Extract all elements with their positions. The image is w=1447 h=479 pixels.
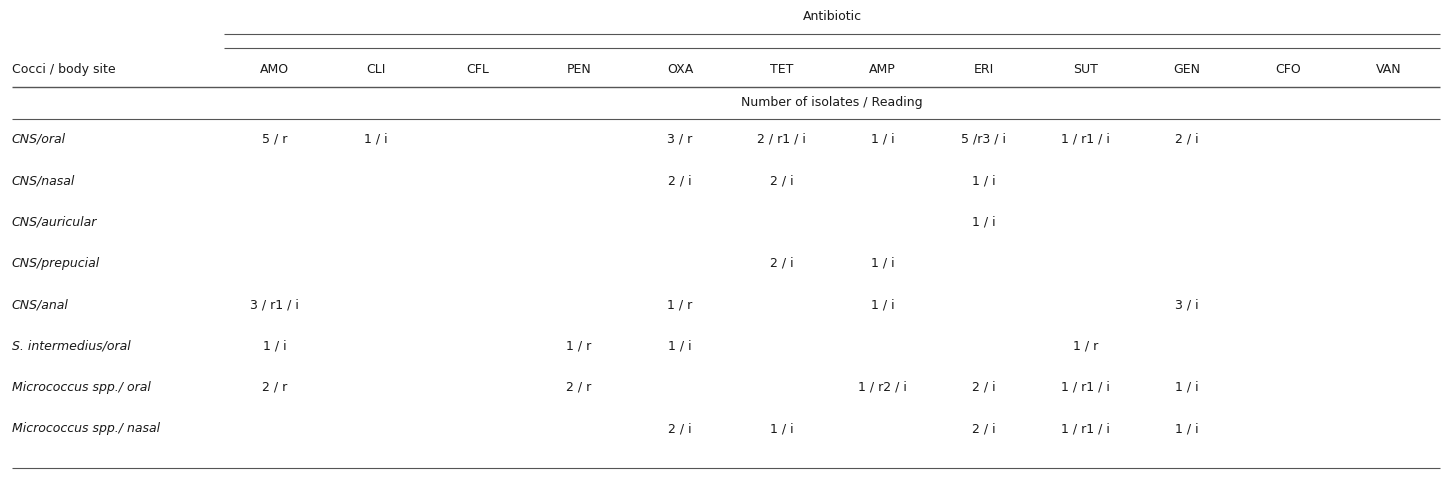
Text: Cocci / body site: Cocci / body site [12,63,116,76]
Text: TET: TET [770,63,793,76]
Text: 1 / i: 1 / i [770,422,793,435]
Text: 1 / i: 1 / i [871,257,894,270]
Text: SUT: SUT [1072,63,1098,76]
Text: 1 / i: 1 / i [972,216,996,228]
Text: 1 / r: 1 / r [566,340,592,353]
Text: 1 / i: 1 / i [871,133,894,146]
Text: 1 / r1 / i: 1 / r1 / i [1061,422,1110,435]
Text: 1 / r1 / i: 1 / r1 / i [1061,133,1110,146]
Text: CNS/auricular: CNS/auricular [12,216,97,228]
Text: 2 / i: 2 / i [669,174,692,187]
Text: PEN: PEN [566,63,592,76]
Text: 1 / r2 / i: 1 / r2 / i [858,381,907,394]
Text: 2 / r: 2 / r [262,381,288,394]
Text: CNS/anal: CNS/anal [12,298,68,311]
Text: 2 / i: 2 / i [770,257,793,270]
Text: 5 / r: 5 / r [262,133,288,146]
Text: 2 / r: 2 / r [566,381,592,394]
Text: GEN: GEN [1174,63,1200,76]
Text: 1 / i: 1 / i [1175,381,1198,394]
Text: Number of isolates / Reading: Number of isolates / Reading [741,96,923,110]
Text: 2 / i: 2 / i [669,422,692,435]
Text: Antibiotic: Antibiotic [803,10,861,23]
Text: VAN: VAN [1376,63,1402,76]
Text: 2 / i: 2 / i [770,174,793,187]
Text: 1 / i: 1 / i [365,133,388,146]
Text: S. intermedius/oral: S. intermedius/oral [12,340,130,353]
Text: CLI: CLI [366,63,386,76]
Text: 1 / r: 1 / r [667,298,693,311]
Text: ERI: ERI [974,63,994,76]
Text: CFL: CFL [466,63,489,76]
Text: 2 / i: 2 / i [972,422,996,435]
Text: 1 / i: 1 / i [263,340,287,353]
Text: 2 / i: 2 / i [972,381,996,394]
Text: 5 /r3 / i: 5 /r3 / i [961,133,1007,146]
Text: 2 / i: 2 / i [1175,133,1198,146]
Text: CNS/oral: CNS/oral [12,133,65,146]
Text: Micrococcus spp./ nasal: Micrococcus spp./ nasal [12,422,159,435]
Text: 1 / r1 / i: 1 / r1 / i [1061,381,1110,394]
Text: Micrococcus spp./ oral: Micrococcus spp./ oral [12,381,150,394]
Text: 3 / r1 / i: 3 / r1 / i [250,298,300,311]
Text: 1 / i: 1 / i [669,340,692,353]
Text: 1 / i: 1 / i [871,298,894,311]
Text: OXA: OXA [667,63,693,76]
Text: CFO: CFO [1275,63,1301,76]
Text: 2 / r1 / i: 2 / r1 / i [757,133,806,146]
Text: AMP: AMP [870,63,896,76]
Text: CNS/nasal: CNS/nasal [12,174,75,187]
Text: CNS/prepucial: CNS/prepucial [12,257,100,270]
Text: 1 / i: 1 / i [1175,422,1198,435]
Text: 3 / i: 3 / i [1175,298,1198,311]
Text: AMO: AMO [260,63,289,76]
Text: 1 / i: 1 / i [972,174,996,187]
Text: 3 / r: 3 / r [667,133,693,146]
Text: 1 / r: 1 / r [1072,340,1098,353]
